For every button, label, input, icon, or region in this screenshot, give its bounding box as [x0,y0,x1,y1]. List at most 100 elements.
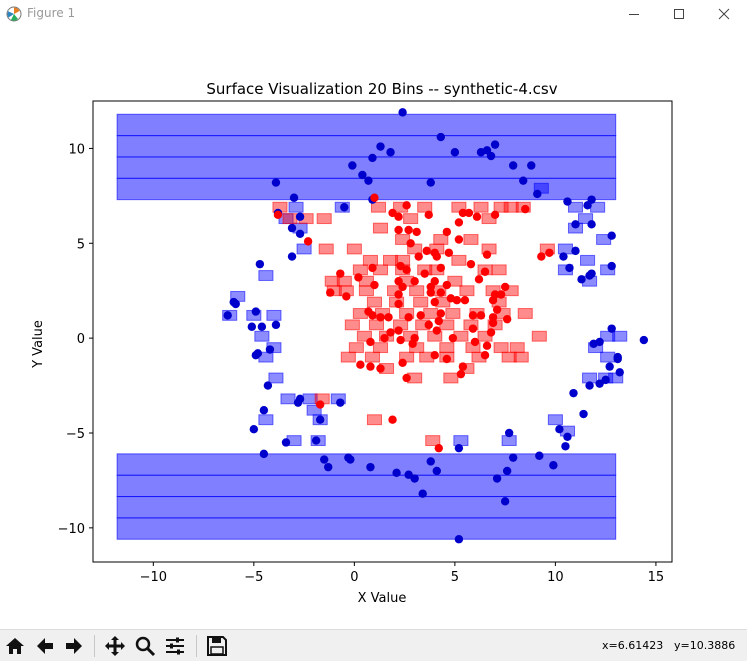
blue-data-point [247,322,257,331]
blue-data-point [436,132,446,142]
blue-bin-band [116,474,617,498]
blue-data-point [324,462,333,472]
red-data-point [430,297,439,307]
red-data-point [537,252,546,261]
red-data-point [442,280,452,290]
minimize-button[interactable] [611,0,657,28]
blue-data-point [605,362,614,371]
plot-canvas[interactable]: Surface Visualization 20 Bins -- synthet… [0,28,747,629]
blue-data-point [450,148,460,157]
red-data-point [480,267,490,276]
forward-button[interactable] [61,633,87,659]
blue-data-point [223,311,232,320]
blue-data-point [319,455,329,464]
home-button[interactable] [2,633,28,659]
blue-data-point [492,474,502,483]
red-bin-cell [372,222,389,234]
red-bin-cell [352,264,368,276]
red-data-point [336,269,345,278]
blue-bin-cell [258,414,274,426]
blue-data-point [311,436,321,445]
blue-bin-cell [547,414,563,426]
red-data-point [394,212,403,221]
red-data-point [460,295,470,305]
configure-subplots-button[interactable] [162,633,188,659]
red-data-point [394,290,403,299]
red-bin-cell [417,201,433,213]
blue-bin-band [116,496,617,519]
red-data-point [394,225,403,235]
red-bin-cell [501,351,517,363]
red-bin-cell [409,285,425,297]
forward-icon [66,638,82,654]
pan-icon [105,636,125,656]
home-icon [6,638,24,654]
red-data-point [342,292,351,301]
blue-data-point [595,379,604,388]
red-data-point [384,313,393,322]
blue-data-point [281,438,291,447]
red-data-point [492,305,502,314]
minimize-icon [629,14,639,15]
blue-data-point [504,428,514,438]
cursor-y-readout: y=10.3886 [674,639,736,652]
red-bin-cell [366,296,382,308]
back-button[interactable] [32,633,58,659]
chart-title: Surface Visualization 20 Bins -- synthet… [206,80,557,98]
close-button[interactable] [701,0,747,28]
red-data-point [434,316,443,326]
red-data-point [388,208,397,218]
red-data-point [482,250,492,259]
blue-data-point [257,322,267,331]
red-bin-cell [383,254,399,266]
red-bin-cell [318,243,334,255]
red-bin-cell [439,342,455,354]
red-data-point [488,318,498,328]
red-data-point [386,328,395,337]
red-data-point [412,227,421,237]
red-bin-cell [346,243,362,255]
red-data-point [273,210,283,220]
axes-frame [92,100,673,563]
red-data-point [376,364,385,373]
y-tick-label: 5 [77,237,85,252]
red-data-point [474,275,484,284]
red-data-point [396,261,405,271]
blue-data-point [336,398,345,407]
red-bin-cell [372,342,389,354]
red-bin-cell [403,213,419,225]
blue-data-point [569,388,578,398]
red-data-point [368,311,377,320]
blue-data-point [577,275,586,284]
red-data-point [454,235,464,244]
blue-data-point [263,381,273,390]
red-data-point [368,263,377,273]
red-bin-cell [282,213,298,225]
blue-data-point [615,368,624,377]
blue-data-point [295,229,305,238]
red-bin-cell [316,213,332,225]
red-data-point [370,193,379,202]
blue-data-point [500,497,510,506]
red-data-point [458,362,468,371]
pan-button[interactable] [102,633,128,659]
blue-data-point [519,176,528,185]
red-data-point [444,248,454,257]
red-data-point [394,299,403,309]
red-bin-cell [463,234,479,245]
red-data-point [472,212,482,221]
red-data-point [430,351,439,360]
save-button[interactable] [204,633,230,659]
maximize-button[interactable] [656,0,702,28]
red-data-point [416,311,425,320]
red-data-point [432,326,441,335]
configure-icon [166,637,184,655]
maximize-icon [674,9,684,19]
blue-data-point [251,351,261,360]
red-data-point [476,311,486,320]
blue-data-point [418,489,427,498]
blue-data-point [265,345,275,354]
blue-data-point [583,201,592,210]
red-data-point [490,210,500,220]
zoom-button[interactable] [132,633,158,659]
